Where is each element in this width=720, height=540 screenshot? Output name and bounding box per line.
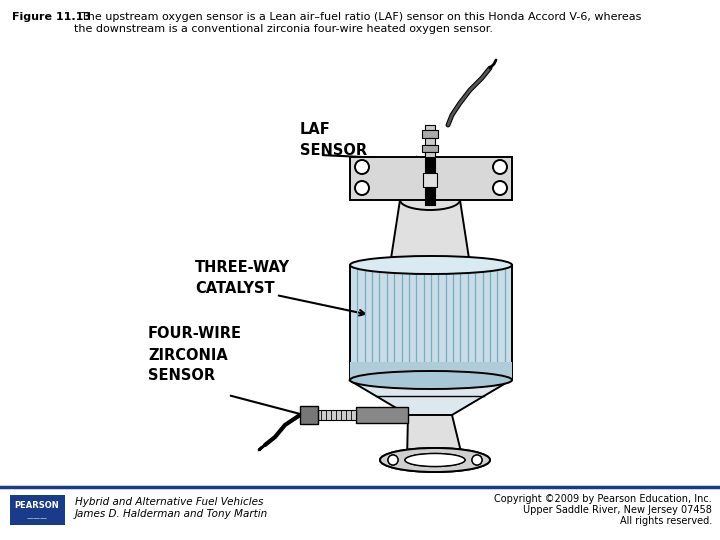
Polygon shape [349,380,511,415]
Ellipse shape [380,448,490,472]
Text: THREE-WAY
CATALYST: THREE-WAY CATALYST [195,260,290,296]
Circle shape [355,181,369,195]
Text: The upstream oxygen sensor is a Lean air–fuel ratio (LAF) sensor on this Honda A: The upstream oxygen sensor is a Lean air… [74,12,642,33]
Polygon shape [407,415,463,460]
Bar [300,406,318,424]
Ellipse shape [350,371,512,389]
Bar [350,362,512,380]
Bar [425,138,435,145]
Circle shape [493,160,507,174]
Bar [350,265,512,380]
Circle shape [472,455,482,465]
Text: Upper Saddle River, New Jersey 07458: Upper Saddle River, New Jersey 07458 [523,505,712,515]
Polygon shape [390,200,470,265]
Ellipse shape [350,256,512,274]
Text: Copyright ©2009 by Pearson Education, Inc.: Copyright ©2009 by Pearson Education, In… [494,494,712,504]
Bar [10,495,65,525]
Ellipse shape [380,448,490,472]
Circle shape [472,455,482,465]
Bar [318,410,356,420]
Bar [425,152,435,157]
Circle shape [388,455,398,465]
Circle shape [388,455,398,465]
Bar [425,125,435,130]
Bar [350,157,512,200]
Text: ———: ——— [27,515,48,521]
Text: LAF
SENSOR: LAF SENSOR [300,122,367,158]
Circle shape [355,160,369,174]
Bar [356,407,408,423]
Text: All rights reserved.: All rights reserved. [620,516,712,526]
Text: Hybrid and Alternative Fuel Vehicles: Hybrid and Alternative Fuel Vehicles [75,497,264,507]
Bar [423,173,437,187]
Text: PEARSON: PEARSON [14,502,59,510]
Bar [422,130,438,138]
Ellipse shape [405,454,465,467]
Text: Figure 11.13: Figure 11.13 [12,12,91,22]
Ellipse shape [405,454,465,467]
Text: James D. Halderman and Tony Martin: James D. Halderman and Tony Martin [75,509,269,519]
Text: FOUR-WIRE
ZIRCONIA
SENSOR: FOUR-WIRE ZIRCONIA SENSOR [148,327,242,383]
Circle shape [493,181,507,195]
Bar [422,145,438,152]
